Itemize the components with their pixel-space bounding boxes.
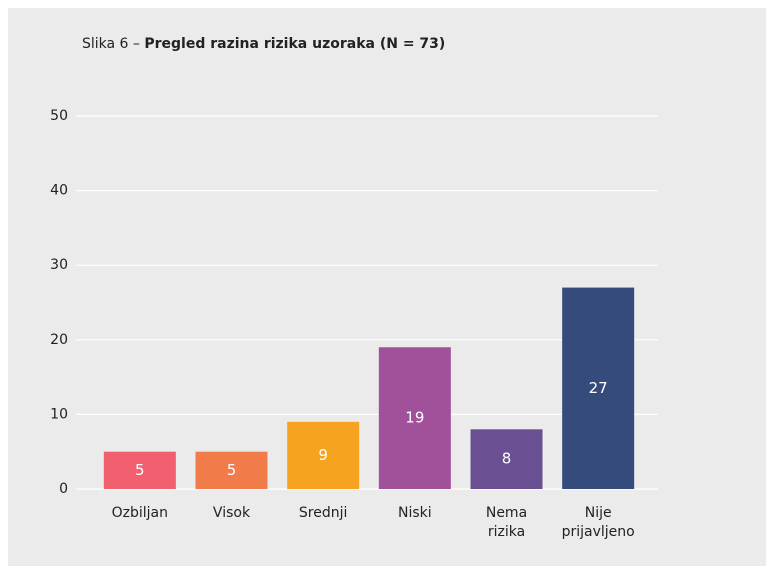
bar [562, 287, 635, 489]
title-prefix: Slika 6 – [82, 36, 144, 52]
x-tick-label: Niski [398, 505, 432, 521]
value-label: 27 [589, 379, 608, 397]
value-label: 5 [227, 461, 237, 479]
y-tick-label: 30 [50, 257, 68, 273]
y-tick-label: 40 [50, 183, 68, 199]
chart-title: Slika 6 – Pregled razina rizika uzoraka … [82, 36, 445, 52]
bar [470, 429, 543, 489]
x-tick-label: Nije prijavljeno [562, 505, 635, 540]
y-tick-label: 0 [59, 481, 68, 497]
y-tick-label: 20 [50, 332, 68, 348]
x-tick-line: prijavljeno [562, 524, 635, 540]
x-tick-line: Nije [585, 505, 612, 521]
x-tick-label: Visok [213, 505, 251, 521]
title-main: Pregled razina rizika uzoraka (N = 73) [144, 36, 445, 52]
value-label: 9 [318, 446, 328, 464]
x-tick-line: Nema [486, 505, 527, 521]
bar [103, 451, 176, 489]
y-tick-label: 10 [50, 406, 68, 422]
y-tick-label: 50 [50, 108, 68, 124]
x-tick-label: Nema rizika [486, 505, 527, 540]
x-tick-label: Ozbiljan [112, 505, 168, 521]
x-tick-line: rizika [488, 524, 525, 540]
value-label: 19 [405, 409, 424, 427]
x-tick-label: Srednji [299, 505, 348, 521]
bar [287, 421, 360, 489]
bar [378, 347, 451, 489]
bar [195, 451, 268, 489]
value-label: 5 [135, 461, 145, 479]
value-label: 8 [502, 450, 512, 468]
